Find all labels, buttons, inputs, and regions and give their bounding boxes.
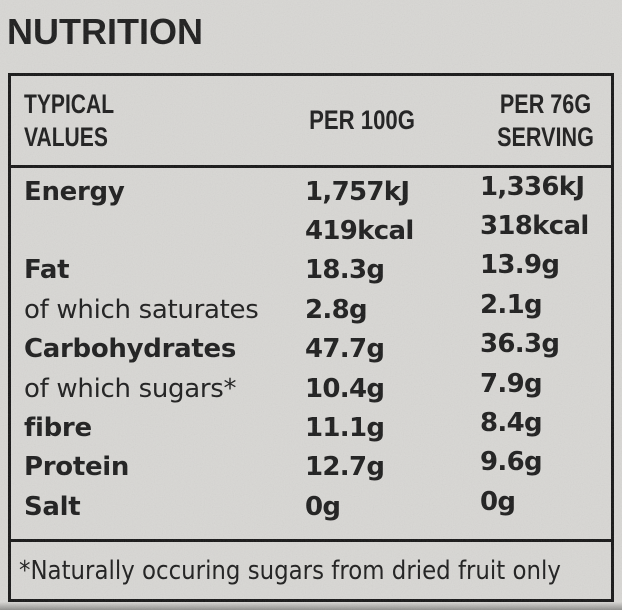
footnote-row: *Naturally occuring sugars from dried fr… <box>11 539 611 599</box>
header-per-100g: PER 100G <box>309 105 415 135</box>
header-values: VALUES <box>24 121 108 152</box>
table-row-fat: Fat 18.3g 13.9g <box>11 251 611 290</box>
table-row-fibre: fibre 11.1g 8.4g <box>11 408 611 447</box>
row-label: fibre <box>24 413 92 444</box>
value-per-76g: 36.3g <box>480 329 560 360</box>
value-per-100g: 10.4g <box>305 373 385 404</box>
footnote: *Naturally occuring sugars from dried fr… <box>19 555 561 586</box>
header-per-76g-serving: PER 76G SERVING <box>480 88 611 154</box>
row-label: Protein <box>24 452 130 483</box>
table-row-energy: Energy 1,757kJ 1,336kJ <box>11 172 611 211</box>
table-header-row: TYPICAL VALUES PER 100G PER 76G SERVING <box>11 76 611 168</box>
value-per-100g: 47.7g <box>305 334 385 365</box>
value-per-100g: 11.1g <box>305 413 385 444</box>
value-per-76g: 0g <box>480 486 516 517</box>
value-per-76g: 1,336kJ <box>480 171 585 202</box>
header-typical-values: TYPICAL VALUES <box>11 88 305 154</box>
row-label: Carbohydrates <box>24 334 236 365</box>
value-per-100g: 0g <box>305 491 341 522</box>
row-label: of which saturates <box>24 294 259 325</box>
header-serving: SERVING <box>497 121 594 152</box>
table-row-protein: Protein 12.7g 9.6g <box>11 448 611 487</box>
value-per-76g: 7.9g <box>480 368 543 399</box>
photo-bottom-shadow <box>0 602 622 610</box>
table-row-salt: Salt 0g 0g <box>11 487 611 526</box>
page-title: NUTRITION <box>7 11 203 52</box>
nutrition-table: TYPICAL VALUES PER 100G PER 76G SERVING … <box>8 73 614 602</box>
row-label: Salt <box>24 491 81 522</box>
table-body: Energy 1,757kJ 1,336kJ 419kcal 318kcal F… <box>11 168 611 539</box>
row-label: of which sugars* <box>24 373 237 404</box>
value-per-76g: 13.9g <box>480 250 560 281</box>
table-row-saturates: of which saturates 2.8g 2.1g <box>11 290 611 329</box>
value-per-100g: 2.8g <box>305 294 368 325</box>
row-label: Fat <box>24 255 70 286</box>
value-per-100g: 12.7g <box>305 452 385 483</box>
table-row-carbohydrates: Carbohydrates 47.7g 36.3g <box>11 330 611 369</box>
row-label: Energy <box>24 176 125 207</box>
value-per-76g: 9.6g <box>480 447 543 478</box>
value-per-76g: 2.1g <box>480 289 543 320</box>
table-row-energy-kcal: 419kcal 318kcal <box>11 211 611 250</box>
value-per-76g: 318kcal <box>480 211 589 242</box>
table-row-sugars: of which sugars* 10.4g 7.9g <box>11 369 611 408</box>
value-per-100g: 18.3g <box>305 255 385 286</box>
value-per-76g: 8.4g <box>480 408 543 439</box>
value-per-100g: 1,757kJ <box>305 176 410 207</box>
header-typical: TYPICAL <box>24 88 115 119</box>
header-per-76g: PER 76G <box>499 88 592 119</box>
value-per-100g: 419kcal <box>305 216 414 247</box>
